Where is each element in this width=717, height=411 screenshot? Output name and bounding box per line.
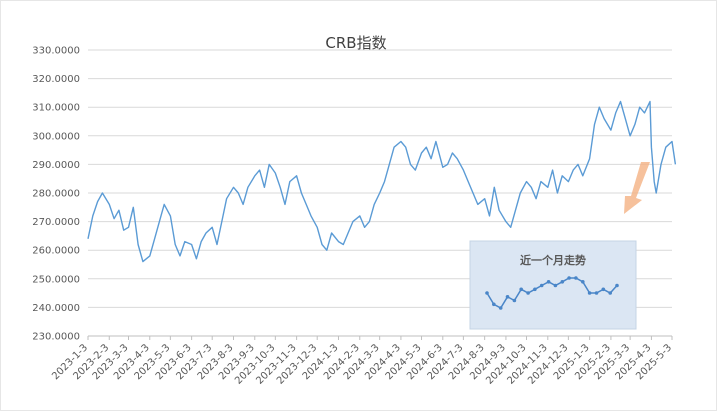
y-tick-label: 280.0000 [32,189,80,200]
inset-point [608,291,612,295]
inset-point [512,298,517,303]
inset-point [539,283,544,288]
arrow-shape [624,162,650,214]
inset-point [526,291,530,295]
y-tick-label: 290.0000 [32,160,80,171]
inset-point [615,283,619,288]
inset-point [594,291,599,295]
inset-point [492,302,496,307]
y-tick-label: 320.0000 [32,74,80,85]
inset-point [519,287,523,292]
inset-point [533,287,537,292]
annotation-arrow [624,162,650,214]
chart-title: CRB指数 [325,34,386,52]
inset-series [485,276,619,310]
inset-point [546,280,551,284]
y-tick-label: 300.0000 [32,131,80,142]
inset-point [581,280,585,284]
inset-point [485,291,489,295]
inset-panel: 近一个月走势 [469,240,637,330]
inset-point [505,295,510,299]
y-tick-label: 230.0000 [32,332,80,343]
series-line [87,100,677,263]
inset-point [567,276,571,280]
inset-point [574,276,578,280]
series-layer [87,100,677,263]
y-tick-label: 270.0000 [32,217,80,228]
inset-point [553,283,558,288]
y-tick-label: 250.0000 [32,274,80,285]
inset-point [601,287,606,292]
inset-title: 近一个月走势 [520,253,586,267]
inset-point [560,280,565,284]
y-tick-label: 310.0000 [32,103,80,114]
y-tick-label: 240.0000 [32,303,80,314]
inset-point [498,306,503,310]
y-axis: 230.0000 240.0000 250.0000 260.0000 270.0000… [32,46,80,343]
y-tick-label: 260.0000 [32,246,80,257]
inset-point [587,291,592,295]
y-tick-label: 330.0000 [32,46,80,57]
